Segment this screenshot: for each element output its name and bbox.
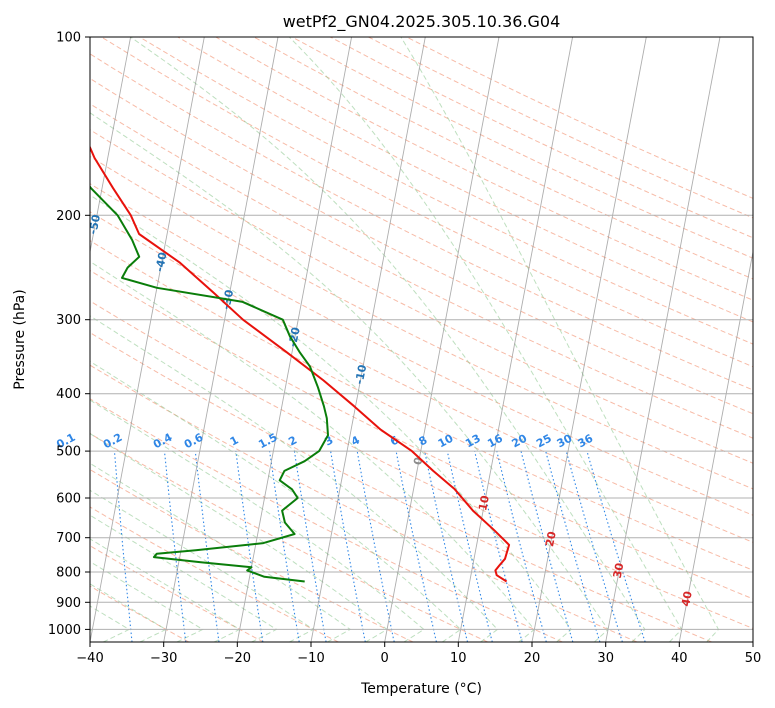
moist-adiabat [400, 37, 720, 642]
mixing-ratio-label: 13 [463, 432, 483, 451]
y-tick-label: 200 [56, 209, 81, 224]
moist-adiabat [90, 462, 352, 642]
isotherm-label: -40 [153, 251, 170, 273]
mixing-ratio-line [586, 450, 646, 642]
isotherm-label: 20 [543, 530, 559, 548]
x-tick-label: −40 [76, 651, 103, 666]
pressure-gridlines [90, 37, 753, 630]
isotherm-line [384, 37, 500, 642]
mixing-ratio-label: 10 [436, 432, 456, 451]
dry-adiabat [405, 37, 753, 199]
isotherm-line [457, 37, 574, 642]
isotherm-line [310, 37, 426, 642]
dry-adiabat [90, 103, 753, 439]
mixing-ratio-line [235, 451, 264, 642]
x-tick-label: 40 [671, 651, 688, 666]
plot-frame [89, 36, 754, 643]
mixing-ratio-line [163, 451, 187, 642]
isotherm-label: 0 [411, 456, 425, 466]
y-tick-label: 800 [56, 566, 81, 581]
y-tick-label: 400 [56, 387, 81, 402]
mixing-ratio-line [269, 451, 300, 642]
dry-adiabat [90, 269, 753, 600]
y-axis-title: Pressure (hPa) [12, 289, 28, 389]
x-axis: −40 −30 −20 −10 0 10 20 30 40 50 [76, 642, 761, 666]
moist-adiabat [90, 360, 462, 642]
isotherm-label: -10 [353, 363, 370, 385]
mixing-ratio-line [194, 451, 220, 642]
y-tick-label: 900 [56, 596, 81, 611]
mixing-ratio-line [424, 450, 469, 642]
moist-adiabat [130, 37, 646, 642]
isotherm-line [90, 37, 205, 642]
isotherm-label: 40 [679, 590, 695, 608]
y-tick-label: 1000 [48, 623, 81, 638]
dry-adiabat [90, 545, 264, 642]
mixing-ratio-line [395, 450, 437, 642]
dry-adiabat [90, 77, 753, 415]
y-tick-label: 700 [56, 531, 81, 546]
dry-adiabat [90, 432, 488, 642]
x-tick-label: −20 [224, 651, 251, 666]
mixing-ratio-label: 20 [510, 432, 530, 451]
dry-adiabat [367, 37, 753, 219]
moist-adiabat [288, 37, 683, 642]
mixing-ratio-label: 25 [534, 432, 554, 451]
dry-adiabat [90, 506, 339, 642]
mixing-ratio-line [565, 450, 623, 642]
x-tick-label: 0 [381, 651, 389, 666]
dry-adiabat [176, 37, 753, 323]
isotherm-line [678, 249, 753, 642]
dry-adiabat [329, 37, 753, 239]
x-tick-label: −10 [297, 651, 324, 666]
x-tick-label: 50 [745, 651, 762, 666]
mixing-ratio-label: 36 [576, 432, 596, 451]
x-tick-label: 20 [524, 651, 541, 666]
mixing-ratio-line [496, 450, 547, 642]
isotherm-line [236, 37, 353, 642]
moist-adiabat [90, 260, 536, 642]
isotherm-line [605, 37, 721, 642]
isotherm-label: -20 [286, 326, 303, 348]
moist-adiabat [90, 514, 278, 642]
dry-adiabat [291, 37, 753, 259]
mixing-ratio-label: 16 [485, 432, 505, 451]
x-tick-label: −30 [150, 651, 177, 666]
moist-adiabat [90, 399, 425, 642]
dry-adiabat [214, 37, 753, 301]
y-tick-label: 300 [56, 313, 81, 328]
x-tick-label: 30 [597, 651, 614, 666]
y-tick-label: 100 [56, 31, 81, 46]
mixing-ratio-line [520, 450, 574, 642]
x-axis-title: Temperature (°C) [360, 681, 482, 697]
chart-title: wetPf2_GN04.2025.305.10.36.G04 [283, 12, 561, 32]
y-tick-label: 600 [56, 492, 81, 507]
y-axis: 100 200 300 400 500 600 700 800 900 1000 [48, 31, 90, 638]
moist-adiabat [90, 432, 388, 642]
isotherm-label: 10 [476, 494, 492, 512]
isotherm-line [531, 37, 647, 642]
x-tick-label: 10 [450, 651, 467, 666]
plot-background [90, 37, 753, 642]
isotherm-label: -50 [86, 213, 103, 235]
isotherm-line [90, 37, 132, 255]
isotherm-label: 30 [611, 561, 627, 579]
y-tick-label: 500 [56, 445, 81, 460]
profiles [90, 144, 511, 583]
dry-adiabat [252, 37, 753, 280]
isotherm-line [163, 37, 279, 642]
mixing-ratio-label: 30 [555, 432, 575, 451]
dry-adiabat [90, 585, 190, 642]
moist-adiabat [90, 194, 572, 642]
temperature-profile [90, 144, 511, 583]
mixing-ratio-line [545, 450, 601, 642]
dewpoint-profile [90, 185, 329, 583]
moist-adiabat [90, 489, 315, 642]
